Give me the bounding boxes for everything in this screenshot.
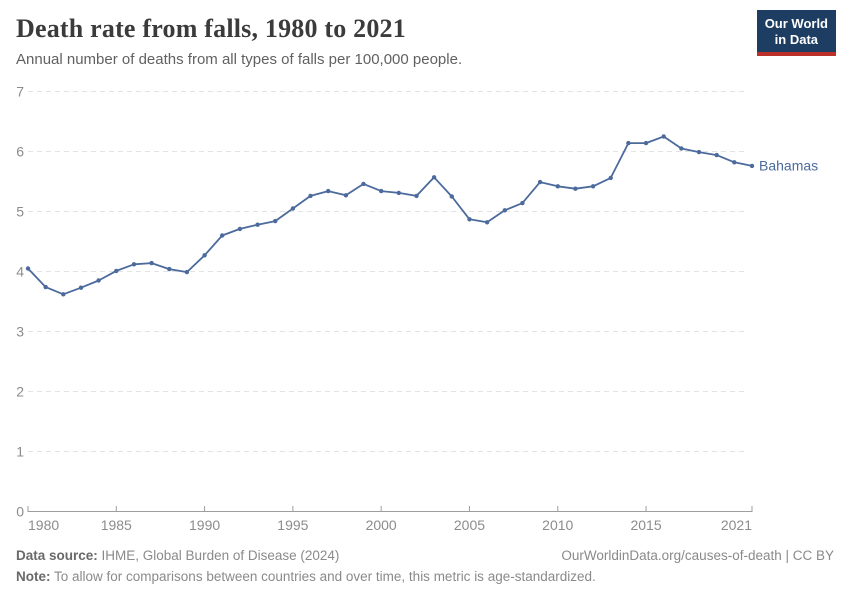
- x-tick-label: 1990: [189, 517, 220, 533]
- y-tick-label: 6: [16, 144, 24, 160]
- data-point-marker[interactable]: [608, 175, 613, 181]
- chart-footer: Data source: IHME, Global Burden of Dise…: [16, 546, 834, 588]
- data-point-marker[interactable]: [643, 140, 649, 146]
- y-tick-label: 4: [16, 264, 24, 280]
- data-point-marker[interactable]: [237, 226, 243, 232]
- series-line[interactable]: [27, 135, 753, 296]
- data-point-marker[interactable]: [114, 268, 119, 274]
- x-tick-label: 1980: [28, 517, 59, 533]
- chart-title: Death rate from falls, 1980 to 2021: [16, 14, 406, 43]
- data-point-marker[interactable]: [555, 184, 560, 189]
- data-point-marker[interactable]: [696, 149, 702, 155]
- data-point-marker[interactable]: [25, 266, 31, 271]
- owid-logo: Our World in Data: [756, 10, 836, 57]
- data-point-marker[interactable]: [273, 218, 278, 224]
- data-point-marker[interactable]: [732, 160, 737, 165]
- y-tick-label: 2: [16, 384, 24, 400]
- x-tick-label: 1985: [101, 517, 132, 533]
- data-point-marker[interactable]: [255, 222, 260, 227]
- data-point-marker[interactable]: [449, 194, 454, 199]
- data-point-marker[interactable]: [626, 140, 631, 146]
- x-tick-label: 2010: [542, 517, 573, 533]
- data-point-marker[interactable]: [308, 193, 313, 199]
- data-point-marker[interactable]: [467, 217, 472, 222]
- data-point-marker[interactable]: [661, 134, 666, 139]
- y-tick-label: 3: [16, 324, 24, 340]
- data-point-marker[interactable]: [520, 200, 525, 206]
- data-source-text: Data source: IHME, Global Burden of Dise…: [16, 546, 339, 567]
- y-tick-label: 1: [16, 444, 24, 460]
- footer-row-note: Note: To allow for comparisons between c…: [16, 567, 834, 588]
- data-point-marker[interactable]: [379, 188, 384, 194]
- data-source-label: Data source:: [16, 548, 98, 563]
- data-point-marker[interactable]: [749, 163, 755, 169]
- x-tick-label: 1995: [277, 517, 308, 533]
- data-point-marker[interactable]: [573, 186, 578, 191]
- footer-link[interactable]: OurWorldinData.org/causes-of-death | CC …: [561, 548, 834, 563]
- data-point-marker[interactable]: [131, 262, 137, 267]
- data-point-marker[interactable]: [149, 260, 154, 266]
- data-point-marker[interactable]: [502, 208, 507, 213]
- data-point-marker[interactable]: [396, 190, 401, 196]
- series-end-label[interactable]: Bahamas: [759, 157, 818, 173]
- y-tick-label: 0: [16, 504, 24, 520]
- y-tick-label: 5: [16, 204, 24, 220]
- data-point-marker[interactable]: [184, 269, 190, 275]
- chart-subtitle: Annual number of deaths from all types o…: [16, 51, 463, 68]
- x-tick-label: 2005: [454, 517, 485, 533]
- owid-logo-line1: Our World: [764, 16, 828, 31]
- data-point-marker[interactable]: [78, 285, 84, 290]
- data-point-marker[interactable]: [96, 278, 101, 283]
- data-point-marker[interactable]: [484, 220, 490, 225]
- data-point-marker[interactable]: [290, 206, 296, 211]
- data-point-marker[interactable]: [679, 146, 684, 151]
- x-tick-label: 2021: [721, 517, 752, 533]
- data-point-marker[interactable]: [220, 233, 225, 238]
- data-point-marker[interactable]: [590, 184, 596, 189]
- note-value: To allow for comparisons between countri…: [50, 568, 596, 584]
- note-label: Note:: [16, 568, 51, 584]
- data-point-marker[interactable]: [414, 193, 419, 199]
- data-point-marker[interactable]: [361, 181, 366, 187]
- x-tick-label: 2015: [630, 517, 661, 533]
- data-point-marker[interactable]: [343, 193, 349, 198]
- y-tick-label: 7: [16, 84, 24, 100]
- x-tick-label: 2000: [366, 517, 397, 533]
- data-point-marker[interactable]: [202, 253, 207, 258]
- data-point-marker[interactable]: [43, 284, 48, 290]
- data-point-marker[interactable]: [714, 152, 719, 158]
- data-point-marker[interactable]: [61, 292, 66, 297]
- data-point-marker[interactable]: [326, 188, 331, 194]
- data-point-marker[interactable]: [167, 266, 172, 272]
- data-point-marker[interactable]: [431, 175, 437, 180]
- data-point-marker[interactable]: [537, 179, 543, 185]
- data-source-value: IHME, Global Burden of Disease (2024): [97, 548, 340, 563]
- owid-logo-line2: in Data: [774, 31, 819, 47]
- footer-row-source: Data source: IHME, Global Burden of Dise…: [16, 546, 834, 567]
